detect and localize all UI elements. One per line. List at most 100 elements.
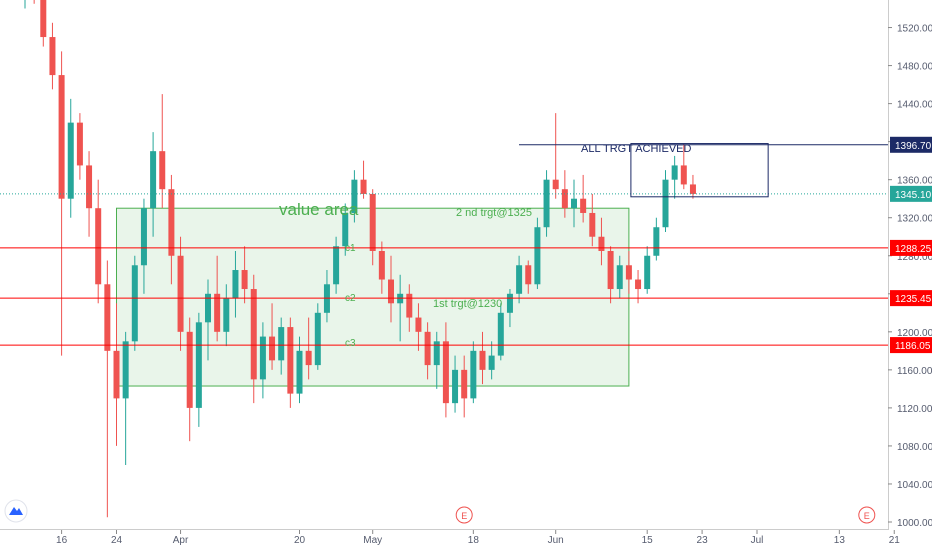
candle[interactable] [442,322,449,418]
candle-body [259,336,266,380]
time-tick-label: 24 [111,535,123,546]
price-label-last-price[interactable]: 1345.10 [890,185,932,202]
candle[interactable] [104,260,111,518]
candle[interactable] [259,322,266,399]
candle[interactable] [205,279,211,361]
candle[interactable] [488,341,495,380]
candle[interactable] [223,284,230,347]
candle[interactable] [67,98,74,218]
candle[interactable] [571,179,577,228]
price-axis[interactable]: 1000.00 1040.00 1080.00 1120.00 1160.00 1200.… [888,0,932,529]
price-label-c1[interactable]: 1288.25 [890,239,932,256]
candle[interactable] [680,143,687,190]
candle-body [351,179,358,213]
candle[interactable] [497,303,504,361]
candle[interactable] [159,94,166,209]
candle[interactable] [278,317,285,375]
candle[interactable] [287,317,294,408]
candle[interactable] [369,189,376,266]
candle[interactable] [314,303,321,370]
candle[interactable] [616,255,623,299]
tradingview-logo[interactable] [4,499,28,523]
candle[interactable] [589,193,596,247]
candle[interactable] [49,22,56,90]
candle[interactable] [86,151,93,237]
candle[interactable] [516,255,523,304]
annotation-label: c1 [345,243,356,254]
candle[interactable] [388,255,394,323]
candle-body [269,336,276,361]
candle[interactable] [333,236,340,294]
candle[interactable] [113,303,120,446]
candle-body [589,212,596,237]
candle[interactable] [461,355,468,418]
time-tick-label: May [363,535,382,546]
candle[interactable] [305,317,312,380]
candle[interactable] [415,303,422,351]
candle[interactable] [40,0,47,47]
candle[interactable] [479,331,486,385]
levels-layer [0,144,888,346]
candle[interactable] [406,284,413,332]
candle[interactable] [241,246,248,304]
candle[interactable] [552,113,559,199]
candle[interactable] [424,322,431,380]
candle[interactable] [186,317,193,442]
candle[interactable] [543,170,550,237]
candle[interactable] [269,303,276,370]
price-tick-label: 1040.00 [897,480,932,491]
earnings-marker[interactable]: E [455,506,473,524]
candle[interactable] [232,251,239,318]
candle[interactable] [168,174,175,285]
price-tick-label: 1440.00 [897,100,932,111]
candle-body [378,251,385,280]
candle-body [388,279,394,304]
time-tick-label: 21 [889,535,901,546]
price-label-c2[interactable]: 1235.45 [890,290,932,307]
candle[interactable] [195,312,202,427]
candle[interactable] [625,251,632,294]
candle[interactable] [378,241,385,294]
candle-body [424,331,431,366]
candle[interactable] [360,160,367,199]
candle[interactable] [177,236,184,351]
candle-body [543,179,550,228]
time-axis[interactable]: 16 24 Apr 20 May 18 Jun 15 23 Jul 13 21 [56,530,900,546]
candle[interactable] [342,203,349,256]
candle[interactable] [433,331,440,389]
candle[interactable] [58,51,65,356]
candle[interactable] [140,198,147,294]
candle[interactable] [671,155,678,199]
candle[interactable] [22,0,28,9]
candle[interactable] [122,331,129,465]
candle[interactable] [452,355,459,413]
earnings-marker[interactable]: E [858,506,876,524]
price-label-text: 1396.70 [895,141,932,152]
candle[interactable] [653,217,660,261]
candle[interactable] [470,341,477,404]
price-label-text: 1345.10 [895,190,932,201]
price-label-c3[interactable]: 1186.05 [890,337,932,354]
candle-body [561,189,568,209]
candle[interactable] [534,217,541,290]
candle[interactable] [351,170,358,223]
candle[interactable] [607,246,614,304]
candle[interactable] [689,174,696,199]
price-label-resistance[interactable]: 1396.70 [890,136,932,153]
candle[interactable] [525,260,532,294]
candle[interactable] [131,255,138,351]
candle[interactable] [76,113,83,180]
candle[interactable] [580,174,587,223]
candle[interactable] [506,289,513,328]
candle[interactable] [150,132,157,237]
candle[interactable] [644,246,651,294]
time-tick-label: Jun [548,535,564,546]
candle[interactable] [296,336,303,404]
candle[interactable] [662,170,669,232]
candle[interactable] [95,179,102,304]
earnings-marker-label: E [461,511,467,521]
candle[interactable] [250,274,257,404]
candle[interactable] [598,217,605,266]
